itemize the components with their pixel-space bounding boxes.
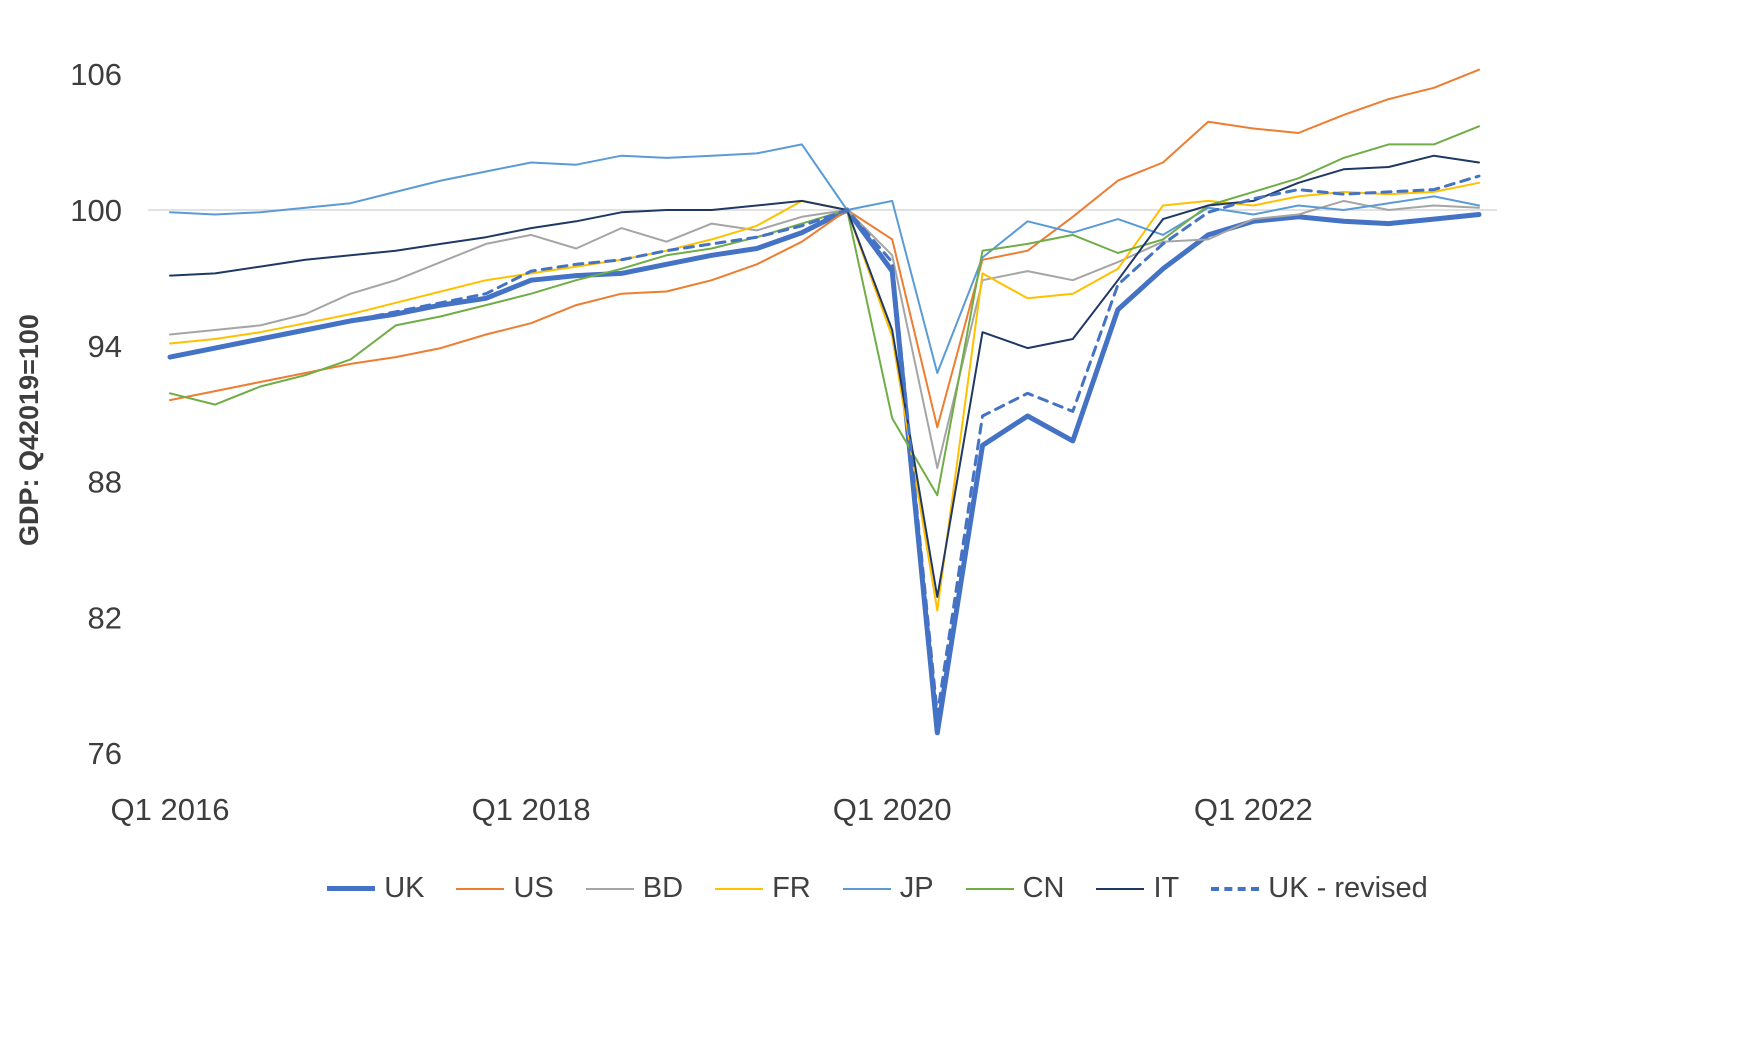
series-line-us <box>169 68 1480 429</box>
series-line-uk <box>167 207 1482 736</box>
legend-swatch-fr <box>715 887 764 890</box>
legend-item-cn: CN <box>965 872 1065 905</box>
legend-label-uk-revised: UK - revised <box>1268 872 1428 904</box>
legend-item-it: IT <box>1096 872 1179 905</box>
legend-label-it: IT <box>1153 872 1180 904</box>
legend-swatch-uk-revised <box>1211 886 1260 891</box>
plot-svg: 76 82 88 94 100 106 Q1 2016 Q1 2018 Q1 2020 Q1 20… <box>70 57 1497 827</box>
legend-item-us: US <box>456 872 554 905</box>
x-tick-label-q1-2016: Q1 2016 <box>111 792 230 827</box>
y-tick-label-106: 106 <box>70 57 122 92</box>
y-tick-label-100: 100 <box>70 193 122 228</box>
y-tick-label-82: 82 <box>88 600 122 635</box>
legend-swatch-uk <box>327 886 376 891</box>
legend-item-uk: UK <box>327 872 424 905</box>
legend-item-bd: BD <box>585 872 684 905</box>
y-tick-label-88: 88 <box>88 465 122 500</box>
legend-label-uk: UK <box>384 872 425 904</box>
legend-label-us: US <box>513 872 554 904</box>
series-line-fr <box>169 181 1480 612</box>
x-tick-label-q1-2018: Q1 2018 <box>472 792 591 827</box>
legend-label-cn: CN <box>1022 872 1065 904</box>
x-tick-label-q1-2022: Q1 2022 <box>1194 792 1313 827</box>
series-line-bd <box>169 199 1480 469</box>
legend-label-fr: FR <box>772 872 811 904</box>
legend-swatch-it <box>1096 887 1145 890</box>
legend-swatch-cn <box>965 887 1014 890</box>
legend-swatch-us <box>456 887 505 890</box>
series-line-jp <box>169 143 1480 374</box>
legend-item-fr: FR <box>715 872 811 905</box>
legend-label-jp: JP <box>899 872 934 904</box>
legend-swatch-bd <box>585 887 634 890</box>
legend-swatch-jp <box>842 887 891 890</box>
y-tick-label-94: 94 <box>88 329 122 364</box>
y-tick-label-76: 76 <box>88 736 122 771</box>
legend-item-uk-revised: UK - revised <box>1211 872 1428 905</box>
legend-item-jp: JP <box>842 872 934 905</box>
series-line-uk-revised <box>168 174 1481 717</box>
legend-label-bd: BD <box>642 872 684 904</box>
x-tick-label-q1-2020: Q1 2020 <box>833 792 952 827</box>
chart-legend: UK US BD FR JP CN IT UK - revised <box>0 872 1755 905</box>
